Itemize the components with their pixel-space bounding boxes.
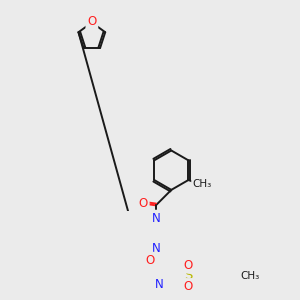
Text: N: N [152,212,160,224]
Text: N: N [152,242,160,255]
Text: CH₃: CH₃ [193,179,212,189]
Text: O: O [145,254,154,267]
Text: S: S [184,269,192,282]
Text: O: O [87,15,97,28]
Text: O: O [139,197,148,210]
Text: N: N [155,278,164,291]
Text: CH₃: CH₃ [241,271,260,281]
Text: O: O [184,280,193,293]
Text: O: O [184,259,193,272]
